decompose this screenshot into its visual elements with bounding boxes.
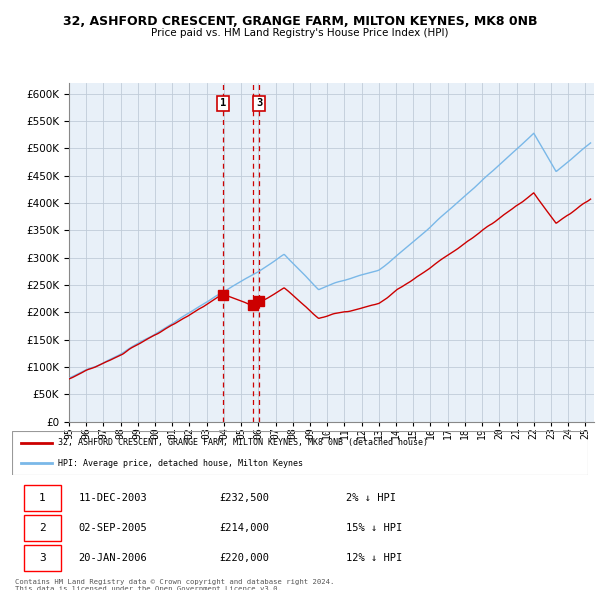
Text: 2: 2 — [39, 523, 46, 533]
Text: HPI: Average price, detached house, Milton Keynes: HPI: Average price, detached house, Milt… — [58, 458, 303, 467]
Text: 32, ASHFORD CRESCENT, GRANGE FARM, MILTON KEYNES, MK8 0NB (detached house): 32, ASHFORD CRESCENT, GRANGE FARM, MILTO… — [58, 438, 428, 447]
Text: 2% ↓ HPI: 2% ↓ HPI — [346, 493, 396, 503]
Text: £232,500: £232,500 — [220, 493, 269, 503]
Text: £214,000: £214,000 — [220, 523, 269, 533]
Text: 32, ASHFORD CRESCENT, GRANGE FARM, MILTON KEYNES, MK8 0NB: 32, ASHFORD CRESCENT, GRANGE FARM, MILTO… — [63, 15, 537, 28]
Text: 02-SEP-2005: 02-SEP-2005 — [78, 523, 147, 533]
Text: 12% ↓ HPI: 12% ↓ HPI — [346, 553, 403, 563]
Text: £220,000: £220,000 — [220, 553, 269, 563]
Text: 20-JAN-2006: 20-JAN-2006 — [78, 553, 147, 563]
Text: Price paid vs. HM Land Registry's House Price Index (HPI): Price paid vs. HM Land Registry's House … — [151, 28, 449, 38]
Text: Contains HM Land Registry data © Crown copyright and database right 2024.
This d: Contains HM Land Registry data © Crown c… — [15, 579, 334, 590]
Text: 3: 3 — [39, 553, 46, 563]
FancyBboxPatch shape — [23, 484, 61, 511]
Text: 3: 3 — [256, 99, 262, 109]
Text: 11-DEC-2003: 11-DEC-2003 — [78, 493, 147, 503]
Text: 15% ↓ HPI: 15% ↓ HPI — [346, 523, 403, 533]
FancyBboxPatch shape — [23, 545, 61, 572]
Text: 1: 1 — [39, 493, 46, 503]
Text: 1: 1 — [220, 99, 226, 109]
FancyBboxPatch shape — [23, 515, 61, 541]
